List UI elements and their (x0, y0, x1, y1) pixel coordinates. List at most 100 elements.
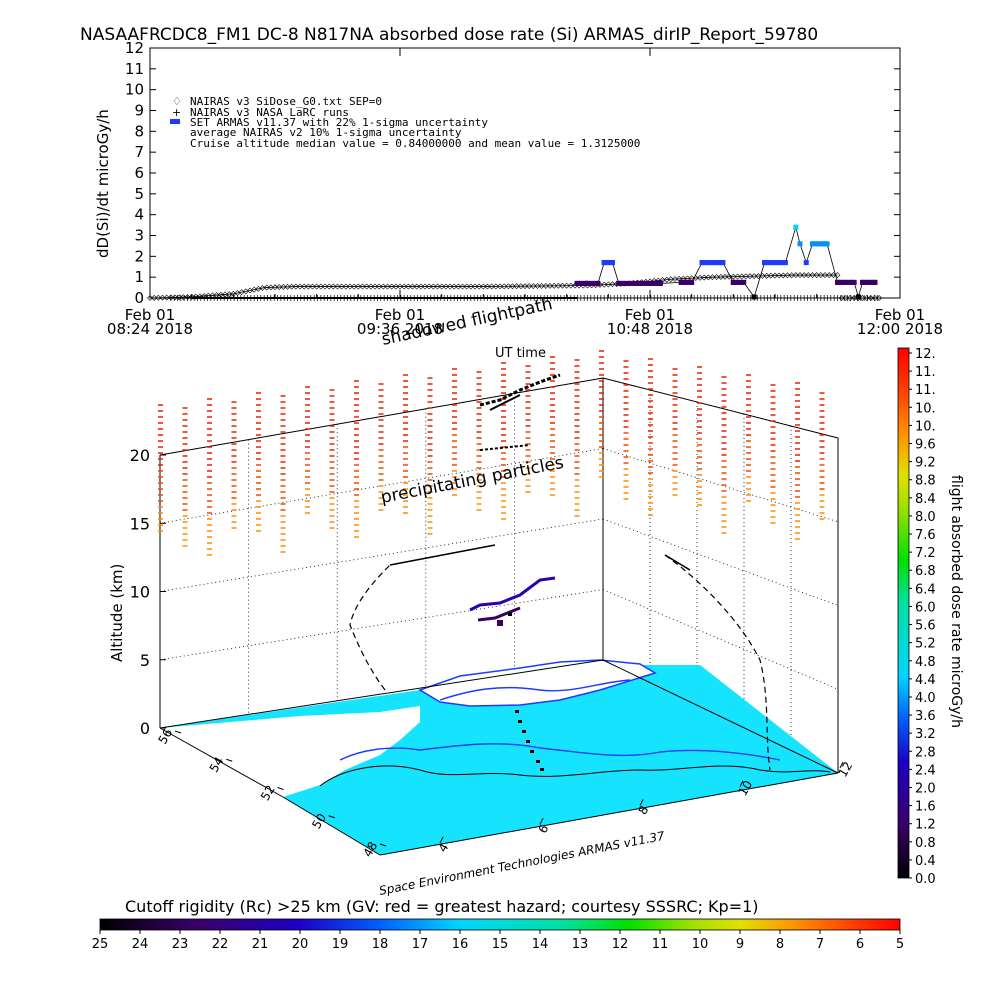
nairas-point (847, 295, 853, 301)
nairas-point (842, 295, 849, 301)
nairas-point (738, 273, 745, 280)
y-tick-label: 5 (134, 185, 144, 203)
shadowed-flightpath-left (349, 564, 391, 691)
dose-tick-label: 5.2 (915, 637, 936, 652)
nairas-point (484, 283, 491, 290)
dose-tick-label: 4.0 (915, 691, 936, 706)
armas-point (741, 279, 747, 285)
longitude-tick-mark (639, 799, 644, 806)
nairas-point (288, 283, 295, 290)
nairas-point (322, 283, 328, 290)
rc-tick-label: 6 (856, 937, 864, 952)
legend-marker-armas (170, 119, 180, 124)
chart-title: NASAAFRCDC8_FM1 DC-8 N817NA absorbed dos… (80, 25, 818, 45)
precipitating-particles-field (158, 350, 825, 556)
rc-tick-label: 24 (132, 937, 149, 952)
map-coastline-3 (439, 679, 631, 701)
dose-tick-label: 8.4 (915, 492, 936, 507)
nairas-point (822, 272, 828, 279)
dose-tick-label: 0.8 (915, 836, 936, 851)
dose-tick-label: 1.2 (915, 818, 936, 833)
nairas-point (726, 273, 733, 280)
rc-colorbar: Cutoff rigidity (Rc) >25 km (GV: red = g… (92, 897, 904, 952)
z-axis-label: Altitude (km) (108, 564, 126, 662)
nairas-point (434, 283, 441, 290)
nairas-point (526, 283, 533, 290)
flightpath-top (479, 373, 561, 451)
nairas-point (713, 274, 720, 280)
nairas-point (330, 283, 337, 290)
armas-point (803, 260, 809, 266)
nairas-point (792, 272, 799, 279)
rc-colorbar-fill (99, 918, 901, 931)
rc-colorbar-ticks: 25 24 23 22 21 20 19 18 17 16 15 14 13 12 11 10 9 8 7 6 5 (92, 930, 904, 952)
nairas-point (305, 283, 312, 290)
x-tick-date: Feb 01 (375, 306, 425, 324)
y-tick-label: 4 (134, 206, 144, 224)
nairas-point (776, 272, 783, 279)
nairas-point (292, 283, 299, 290)
z-tick-label: 5 (140, 651, 150, 670)
armas-point (616, 280, 622, 286)
nairas-point (155, 294, 162, 301)
nairas-point (797, 272, 803, 279)
nairas-point (451, 283, 458, 290)
latitude-tick-label: 48 (360, 839, 380, 859)
nairas-point (809, 272, 816, 279)
z-tick-label: 20 (130, 446, 150, 465)
nairas-point (676, 275, 683, 282)
legend-entry: SET ARMAS v11.37 with 22% 1-sigma uncert… (190, 116, 488, 129)
nairas-point (226, 291, 233, 298)
armas-point (657, 280, 663, 286)
nairas-point (317, 283, 324, 290)
nairas-point (217, 291, 224, 298)
nairas-point (742, 273, 749, 280)
nairas-point (534, 283, 541, 289)
nairas-point (272, 284, 278, 291)
nairas-point (392, 283, 399, 290)
x-axis-label-ut: UT time (495, 346, 546, 361)
nairas-point (538, 283, 545, 289)
nairas-point (376, 283, 383, 290)
nairas-point (372, 283, 378, 290)
legend-entry: NAIRAS v3 NASA LaRC runs (190, 106, 349, 119)
armas-point (872, 279, 878, 285)
nairas-point (605, 281, 612, 288)
nairas-point (826, 272, 833, 279)
rc-tick-label: 25 (92, 937, 109, 952)
armas-point (762, 260, 768, 266)
rc-tick-label: 16 (452, 937, 469, 952)
dose-tick-label: 12. (915, 347, 936, 362)
legend-entry: average NAIRAS v2 10% 1-sigma uncertaint… (190, 126, 462, 139)
armas-point (601, 260, 607, 266)
y-tick-label: 10 (125, 81, 144, 99)
armas-point (610, 260, 615, 266)
dose-tick-label: 0.0 (915, 872, 936, 887)
nairas-point (722, 273, 728, 280)
latitude-ticks: 56 54 52 50 48 (155, 726, 387, 860)
nairas-point (501, 283, 508, 290)
flightpath-floor-shadow (515, 710, 544, 771)
x-tick-time: 10:48 2018 (607, 320, 693, 338)
map-coastline-2 (339, 743, 781, 761)
nairas-point (351, 283, 358, 290)
nairas-point (488, 283, 495, 290)
rc-tick-label: 23 (172, 937, 189, 952)
nairas-point (151, 294, 158, 301)
nairas-point (326, 283, 333, 290)
nairas-point (463, 283, 470, 290)
nairas-point (213, 292, 220, 299)
latitude-tick-mark (379, 843, 387, 847)
nairas-point (876, 295, 883, 301)
flightpath-doses-mid (469, 576, 556, 626)
nairas-point (367, 283, 374, 290)
latitude-tick-label: 54 (207, 755, 227, 775)
nairas-point (347, 283, 353, 290)
rc-tick-label: 9 (736, 937, 744, 952)
y-tick-label: 9 (134, 102, 144, 120)
wall-grid-line (159, 589, 604, 661)
nairas-point (697, 274, 703, 281)
